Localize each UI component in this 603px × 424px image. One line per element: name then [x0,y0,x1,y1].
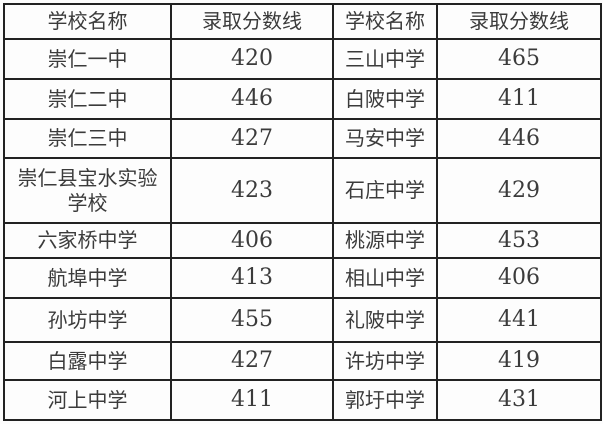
school-name-cell: 礼陂中学 [332,297,438,343]
school-name-cell: 白露中学 [3,341,172,381]
score-cell: 453 [436,222,602,259]
score-cell: 411 [170,379,334,421]
school-name-cell: 孙坊中学 [3,297,172,343]
header-cell-school-right: 学校名称 [332,3,438,40]
school-name-cell: 崇仁二中 [3,78,172,120]
school-name-cell: 三山中学 [332,38,438,80]
table-row: 崇仁三中 427 马安中学 446 [3,118,602,159]
table-row: 孙坊中学 455 礼陂中学 441 [3,297,602,343]
school-name-cell: 六家桥中学 [3,222,172,259]
admission-scores-table: 学校名称 录取分数线 学校名称 录取分数线 崇仁一中 420 三山中学 465 … [3,3,602,421]
school-name-cell: 桃源中学 [332,222,438,259]
score-cell: 423 [170,157,334,224]
score-cell: 429 [436,157,602,224]
school-name-cell: 河上中学 [3,379,172,421]
header-cell-school-left: 学校名称 [3,3,172,40]
header-cell-score-left: 录取分数线 [170,3,334,40]
table-row: 崇仁县宝水实验 学校 423 石庄中学 429 [3,157,602,224]
school-name-cell: 崇仁三中 [3,118,172,159]
score-cell: 427 [170,341,334,381]
score-cell: 455 [170,297,334,343]
score-cell: 411 [436,78,602,120]
school-name-cell: 崇仁一中 [3,38,172,80]
score-cell: 419 [436,341,602,381]
school-name-cell: 石庄中学 [332,157,438,224]
table-row: 崇仁一中 420 三山中学 465 [3,38,602,80]
table-row: 航埠中学 413 相山中学 406 [3,257,602,299]
school-name-cell: 马安中学 [332,118,438,159]
table-row: 崇仁二中 446 白陂中学 411 [3,78,602,120]
school-name-cell: 白陂中学 [332,78,438,120]
table-header-row: 学校名称 录取分数线 学校名称 录取分数线 [3,3,602,40]
table-row: 白露中学 427 许坊中学 419 [3,341,602,381]
score-cell: 446 [170,78,334,120]
score-cell: 413 [170,257,334,299]
school-name-cell: 航埠中学 [3,257,172,299]
school-name-cell: 许坊中学 [332,341,438,381]
table-row: 六家桥中学 406 桃源中学 453 [3,222,602,259]
score-cell: 465 [436,38,602,80]
score-cell: 406 [170,222,334,259]
school-name-cell: 郭圩中学 [332,379,438,421]
score-cell: 427 [170,118,334,159]
header-cell-score-right: 录取分数线 [436,3,602,40]
score-cell: 441 [436,297,602,343]
score-cell: 446 [436,118,602,159]
score-cell: 431 [436,379,602,421]
school-name-cell: 相山中学 [332,257,438,299]
score-cell: 406 [436,257,602,299]
school-name-cell: 崇仁县宝水实验 学校 [3,157,172,224]
score-cell: 420 [170,38,334,80]
table-row: 河上中学 411 郭圩中学 431 [3,379,602,421]
